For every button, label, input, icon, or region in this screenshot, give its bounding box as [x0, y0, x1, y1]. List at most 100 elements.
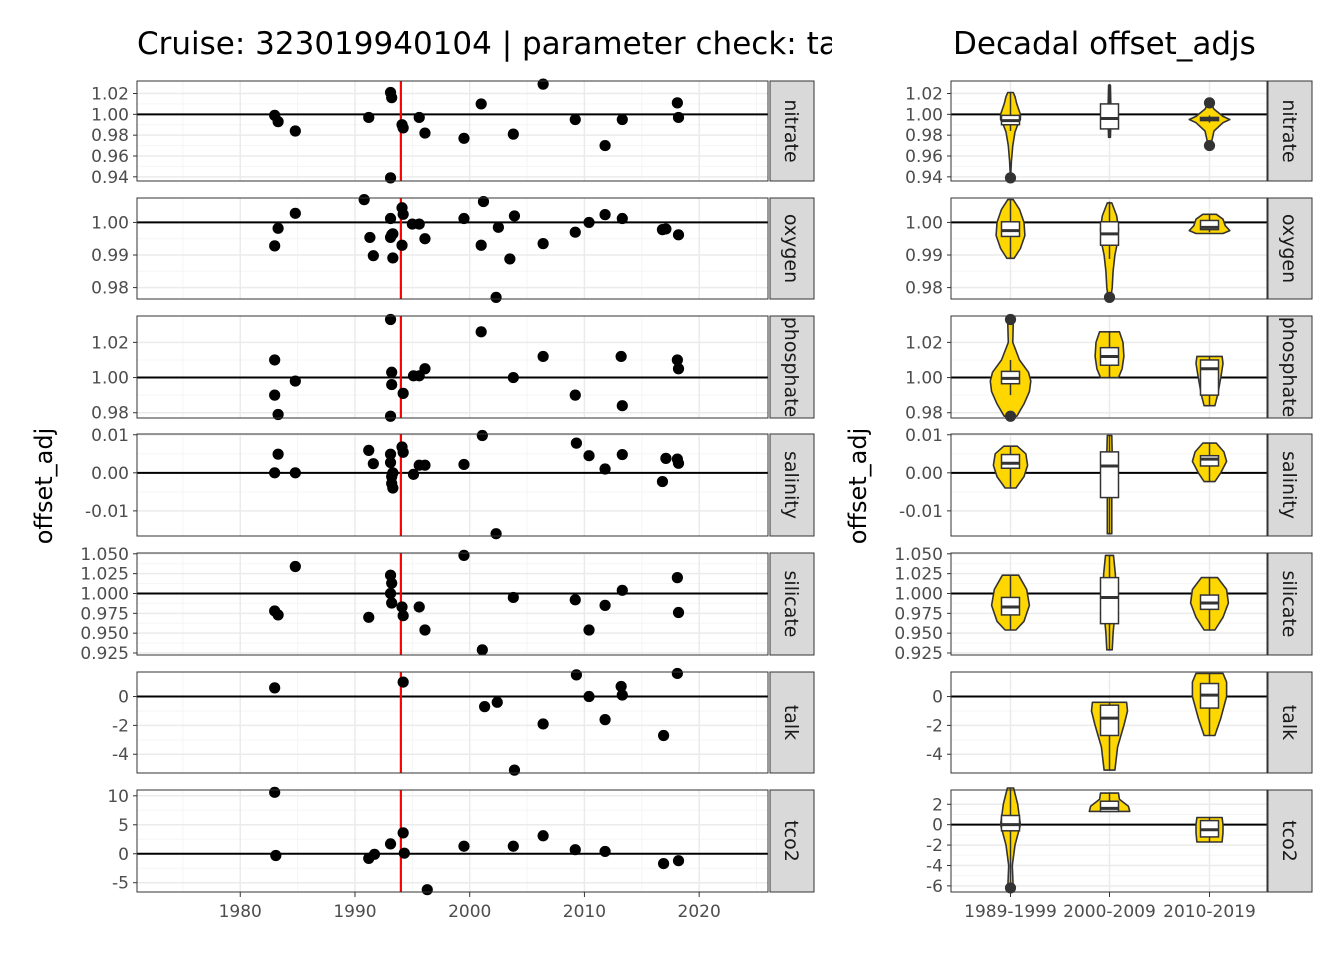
x-tick-label: 2010 — [563, 902, 606, 922]
data-point — [569, 113, 581, 126]
data-point — [657, 858, 670, 870]
data-point — [599, 714, 611, 726]
y-tick-label: 1.02 — [91, 333, 129, 353]
box-iqr — [1000, 453, 1021, 470]
data-point — [458, 458, 470, 471]
data-point — [508, 210, 521, 222]
data-point — [672, 457, 685, 469]
facet-strip-label: salinity — [1278, 451, 1300, 519]
data-point — [397, 610, 409, 622]
data-point — [616, 212, 628, 225]
box-iqr — [1199, 219, 1220, 231]
y-tick-label: 0 — [932, 688, 943, 708]
data-point — [671, 572, 683, 584]
data-point — [672, 229, 685, 241]
data-point — [387, 252, 399, 264]
data-point — [358, 194, 370, 206]
data-point — [537, 718, 549, 730]
data-point — [289, 375, 301, 387]
data-point — [570, 437, 583, 449]
data-point — [289, 467, 301, 479]
panel-border — [950, 315, 1268, 419]
data-point — [289, 560, 301, 573]
data-point — [672, 111, 685, 124]
facet-strip-label: salinity — [780, 451, 802, 519]
y-tick-label: 0.01 — [91, 426, 129, 446]
data-point — [615, 680, 627, 693]
data-point — [616, 448, 628, 461]
data-point — [671, 97, 683, 109]
y-tick-label: 1.050 — [894, 545, 943, 565]
facet-strip-label: nitrate — [780, 99, 802, 162]
y-tick-label: 1.025 — [894, 565, 943, 585]
facet-strip — [1267, 552, 1313, 656]
y-tick-label: 0.98 — [91, 126, 129, 146]
data-point — [490, 291, 502, 303]
data-point — [583, 690, 595, 703]
data-point — [671, 667, 683, 680]
panel-border — [950, 197, 1268, 300]
panel-background — [137, 553, 768, 655]
box-outlier — [1203, 97, 1216, 109]
facet-strip-label: talk — [780, 705, 802, 740]
data-point — [386, 597, 398, 609]
data-point — [413, 601, 425, 613]
data-point — [269, 240, 281, 252]
data-point — [386, 378, 398, 391]
y-tick-label: 0 — [932, 816, 943, 836]
data-point — [656, 475, 669, 488]
data-point — [407, 468, 420, 480]
violin-panel-phosphate: 0.98 1.00 1.02 phosphate — [905, 313, 1313, 424]
data-point — [397, 387, 409, 399]
data-point — [363, 444, 375, 456]
y-tick-label: 0.99 — [91, 246, 129, 266]
panel-background — [137, 81, 768, 181]
data-point — [475, 239, 487, 251]
data-point — [396, 239, 408, 251]
y-tick-label: 1.00 — [91, 105, 129, 125]
y-tick-label: 0.00 — [91, 464, 129, 484]
data-point — [507, 840, 519, 852]
data-point — [387, 482, 399, 494]
data-point — [421, 884, 433, 896]
box-outlier — [1004, 410, 1017, 422]
y-tick-label: 0.975 — [894, 604, 943, 624]
panel-border — [136, 80, 769, 182]
facet-strip-label: phosphate — [1278, 317, 1300, 418]
panel-border — [950, 552, 1268, 656]
data-point — [413, 218, 425, 230]
y-tick-label: 1.00 — [91, 369, 129, 389]
panel-border — [950, 433, 1268, 537]
facet-strip — [769, 315, 815, 419]
x-tick-label: 1989-1999 — [964, 902, 1057, 922]
data-point — [490, 528, 502, 540]
panel-border — [136, 197, 769, 300]
data-point — [386, 92, 398, 104]
y-tick-label: 0.98 — [905, 279, 943, 299]
left-chart-title: Cruise: 323019940104 | parameter check: … — [137, 26, 838, 62]
y-tick-label: 1.00 — [91, 213, 129, 233]
scatter-panel-talk: -4 -2 0 talk — [112, 667, 815, 776]
y-tick-label: 1.000 — [894, 584, 943, 604]
data-point — [384, 448, 397, 460]
data-point — [569, 594, 581, 606]
violin-x-axis: 1989-1999 2000-2009 2010-2019 — [964, 892, 1256, 922]
y-tick-label: 1.000 — [80, 584, 129, 604]
data-point — [508, 764, 521, 776]
facet-strip-label: phosphate — [780, 317, 802, 418]
x-tick-label: 2010-2019 — [1163, 902, 1256, 922]
box-iqr — [1099, 451, 1120, 499]
data-point — [270, 849, 282, 862]
data-point — [384, 410, 397, 422]
facet-strip-label: silicate — [780, 571, 802, 638]
box-iqr — [1199, 359, 1220, 396]
box-outlier — [1004, 172, 1017, 184]
box-outlier — [1004, 313, 1017, 326]
y-tick-label: -6 — [926, 877, 943, 897]
data-point — [569, 844, 581, 856]
y-tick-label: 1.02 — [905, 333, 943, 353]
data-point — [384, 212, 397, 225]
violin-figure: Decadal offset_adjs offset_adj 0.940.960… — [844, 26, 1313, 922]
